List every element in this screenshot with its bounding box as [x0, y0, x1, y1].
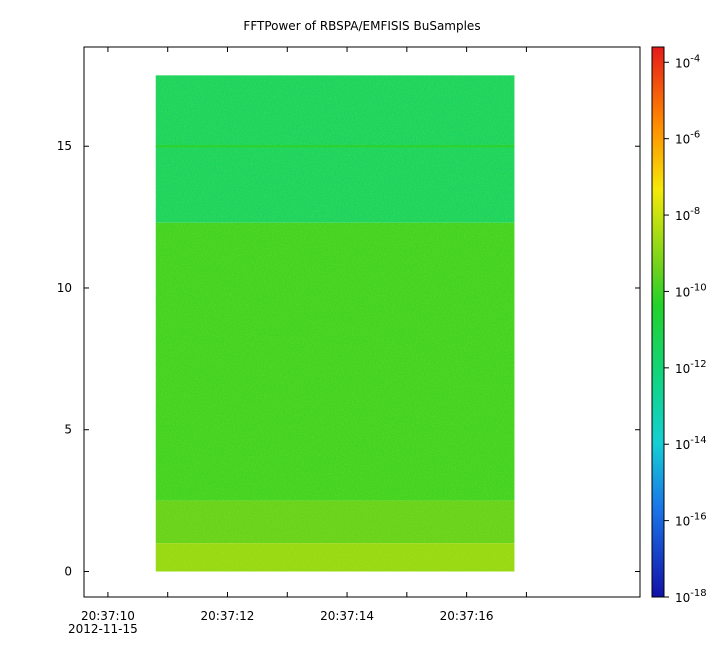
colorbar-tick-label: 10-4 [675, 53, 700, 70]
spectrogram-heatmap [155, 75, 515, 572]
colorbar-axis: 10-4 10-6 10-8 10-10 10-12 10-14 10-16 10-18 [664, 53, 707, 605]
y-tick-label: 0 [64, 564, 72, 578]
y-tick-label: 10 [57, 281, 72, 295]
x-tick-label: 20:37:12 [201, 609, 255, 623]
x-axis-date-label: 2012-11-15 [68, 622, 138, 636]
y-tick-label: 5 [64, 423, 72, 437]
x-tick-label: 20:37:10 [81, 609, 135, 623]
colorbar [651, 46, 665, 598]
y-tick-label: 15 [57, 139, 72, 153]
colorbar-tick-label: 10-18 [675, 588, 707, 605]
colorbar-tick-label: 10-10 [675, 282, 707, 299]
colorbar-tick-label: 10-14 [675, 435, 707, 452]
colorbar-tick-label: 10-6 [675, 130, 700, 147]
colorbar-tick-label: 10-12 [675, 359, 707, 376]
y-axis: 0 5 10 15 [57, 139, 640, 578]
chart-title: FFTPower of RBSPA/EMFISIS BuSamples [243, 19, 480, 33]
x-tick-label: 20:37:16 [440, 609, 494, 623]
x-axis: 20:37:10 20:37:12 20:37:14 20:37:16 [81, 47, 527, 623]
spectrogram-texture [155, 75, 515, 572]
x-tick-label: 20:37:14 [320, 609, 374, 623]
colorbar-tick-label: 10-8 [675, 206, 700, 223]
colorbar-tick-label: 10-16 [675, 512, 707, 529]
